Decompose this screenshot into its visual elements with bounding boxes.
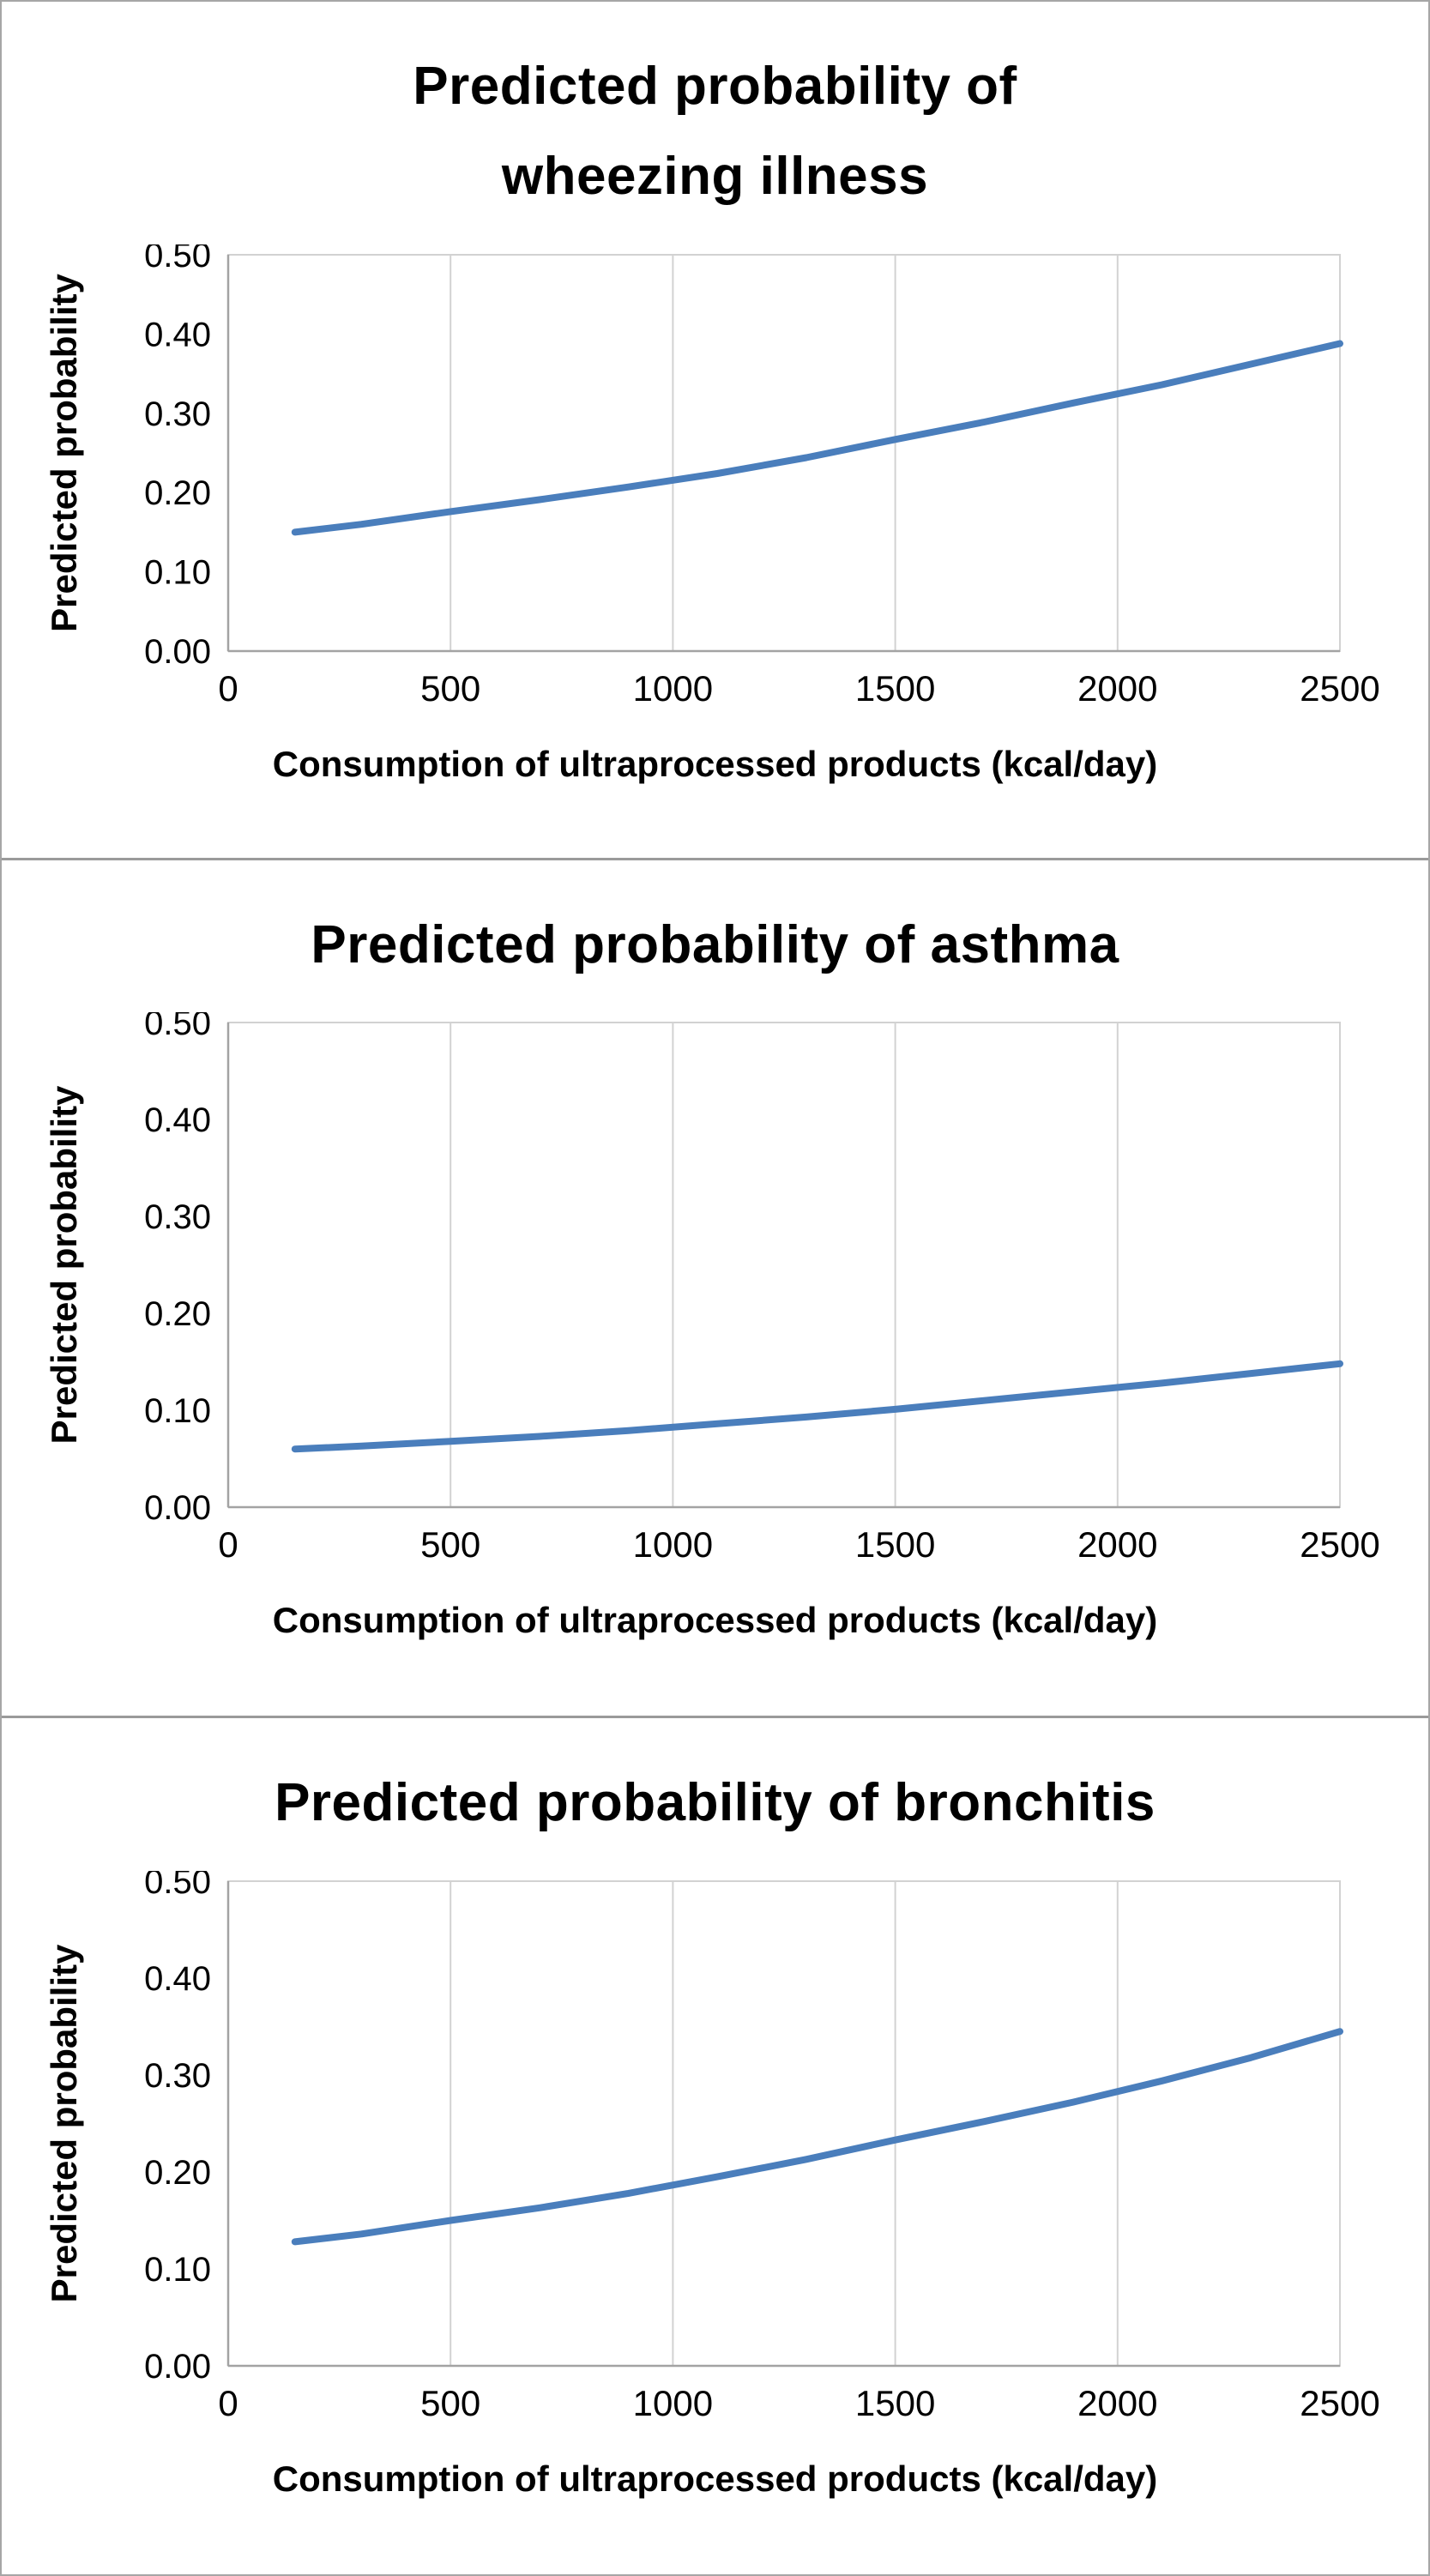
x-axis-title: Consumption of ultraprocessed products (… <box>272 743 1158 784</box>
svg-text:2500: 2500 <box>1300 1524 1379 1565</box>
svg-text:1000: 1000 <box>632 1524 712 1565</box>
svg-text:Predicted probability: Predicted probability <box>44 273 84 631</box>
svg-text:500: 500 <box>420 1524 480 1565</box>
svg-text:0.40: 0.40 <box>144 1960 211 1998</box>
svg-text:0.00: 0.00 <box>144 2348 211 2386</box>
chart-title: Predicted probability of wheezing illnes… <box>413 57 1017 207</box>
svg-text:0.10: 0.10 <box>144 1392 211 1430</box>
chart-panel-asthma: Predicted probability of asthma 0.00 0.10… <box>2 860 1428 1716</box>
svg-text:1000: 1000 <box>632 2383 712 2423</box>
svg-text:500: 500 <box>420 2383 480 2423</box>
panel-divider <box>2 857 1428 860</box>
svg-text:0.50: 0.50 <box>144 1012 211 1042</box>
chart-title: Predicted probability of asthma <box>311 914 1119 974</box>
svg-text:0.20: 0.20 <box>144 2154 211 2192</box>
svg-text:0.50: 0.50 <box>144 1871 211 1901</box>
svg-text:0.30: 0.30 <box>144 2057 211 2095</box>
svg-text:0.40: 0.40 <box>144 316 211 353</box>
svg-text:0.20: 0.20 <box>144 474 211 512</box>
svg-text:2000: 2000 <box>1077 668 1157 709</box>
chart-title: Predicted probability of bronchitis <box>275 1773 1155 1833</box>
x-axis-title: Consumption of ultraprocessed products (… <box>272 2458 1158 2499</box>
svg-text:1000: 1000 <box>632 668 712 709</box>
panel-divider <box>2 1716 1428 1719</box>
svg-text:0: 0 <box>218 668 238 709</box>
svg-text:2000: 2000 <box>1077 2383 1157 2423</box>
svg-text:0: 0 <box>218 1524 238 1565</box>
svg-text:0.10: 0.10 <box>144 553 211 591</box>
chart-panel-bronchitis: Predicted probability of bronchitis 0.00… <box>2 1718 1428 2574</box>
line-chart-wheezing: 0.00 0.10 0.20 0.30 0.40 0.50 0 500 1000 1500 2000… <box>44 244 1380 709</box>
svg-text:Predicted probability: Predicted probability <box>44 1944 84 2302</box>
svg-text:0: 0 <box>218 2383 238 2423</box>
svg-text:0.50: 0.50 <box>144 244 211 274</box>
svg-text:1500: 1500 <box>854 1524 934 1565</box>
svg-text:0.10: 0.10 <box>144 2251 211 2289</box>
svg-text:500: 500 <box>420 668 480 709</box>
svg-text:2000: 2000 <box>1077 1524 1157 1565</box>
chart-panel-wheezing: Predicted probability of wheezing illnes… <box>2 2 1428 858</box>
line-chart-bronchitis: 0.00 0.10 0.20 0.30 0.40 0.50 0 500 1000 1500 2000… <box>44 1871 1380 2423</box>
svg-text:1500: 1500 <box>854 668 934 709</box>
svg-text:0.00: 0.00 <box>144 1489 211 1527</box>
svg-text:2500: 2500 <box>1300 668 1379 709</box>
x-axis-title: Consumption of ultraprocessed products (… <box>272 1600 1158 1641</box>
svg-text:1500: 1500 <box>854 2383 934 2423</box>
line-chart-asthma: 0.00 0.10 0.20 0.30 0.40 0.50 0 500 1000 1500 2000… <box>44 1012 1380 1565</box>
svg-text:0.30: 0.30 <box>144 395 211 433</box>
svg-text:2500: 2500 <box>1300 2383 1379 2423</box>
svg-text:0.40: 0.40 <box>144 1101 211 1139</box>
svg-text:0.20: 0.20 <box>144 1295 211 1333</box>
svg-text:0.30: 0.30 <box>144 1198 211 1236</box>
svg-text:0.00: 0.00 <box>144 633 211 671</box>
svg-text:Predicted probability: Predicted probability <box>44 1085 84 1444</box>
